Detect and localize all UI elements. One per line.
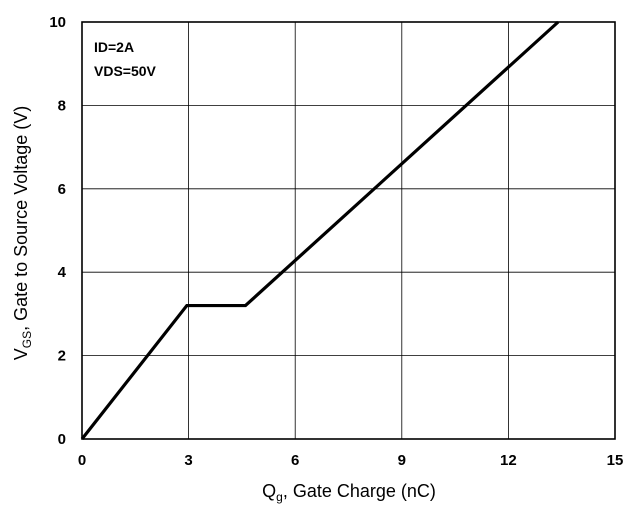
grid-lines [82,22,615,439]
annotation-id: ID=2A [94,39,134,55]
y-axis-title: VGS, Gate to Source Voltage (V) [11,106,34,360]
x-tick-label: 0 [78,452,86,469]
gate-charge-curve [80,20,560,440]
x-axis-title-main: Q [262,481,276,501]
x-tick-label: 15 [607,452,624,469]
x-tick-label: 9 [398,452,406,469]
x-tick-labels: 0 3 6 9 12 15 [78,452,624,469]
annotation-vds: VDS=50V [94,63,157,79]
y-tick-label: 6 [58,181,66,198]
y-axis-title-sub: GS [20,331,34,348]
x-axis-title: Qg, Gate Charge (nC) [262,481,436,504]
y-tick-label: 4 [58,264,67,281]
y-tick-label: 2 [58,348,66,365]
y-tick-label: 8 [58,97,66,114]
y-tick-labels: 0 2 4 6 8 10 [49,14,66,448]
y-tick-label: 0 [58,431,66,448]
x-tick-label: 3 [184,452,192,469]
plot-frame [81,21,616,440]
y-tick-label: 10 [49,14,66,31]
x-axis-title-rest: , Gate Charge (nC) [283,481,436,501]
x-tick-label: 6 [291,452,299,469]
y-axis-title-main: V [11,348,31,360]
x-tick-label: 12 [500,452,517,469]
y-axis-title-rest: , Gate to Source Voltage (V) [11,106,31,331]
curve-layer [80,20,560,440]
x-axis-title-sub: g [276,490,283,504]
